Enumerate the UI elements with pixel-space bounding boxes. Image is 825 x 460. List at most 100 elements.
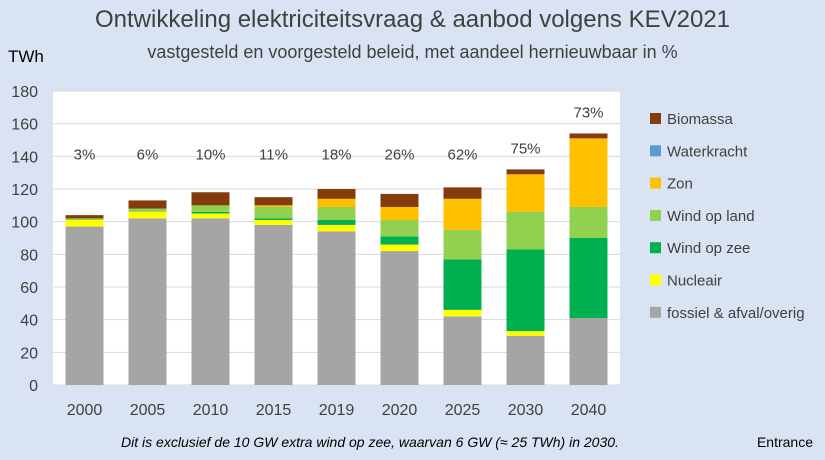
y-tick-label: 20 (20, 345, 38, 362)
bar-segment (128, 208, 167, 212)
legend-label: Waterkracht (667, 143, 748, 160)
bar-segment (569, 206, 608, 238)
bar-segment (443, 229, 482, 260)
bar-segment (317, 198, 356, 207)
bar-segment (317, 206, 356, 221)
y-tick-label: 0 (29, 378, 38, 395)
bars (65, 133, 608, 385)
legend-swatch (650, 145, 661, 157)
bar-segment (65, 218, 104, 221)
x-tick-label: 2005 (130, 402, 166, 419)
bar-segment (443, 309, 482, 317)
share-label: 18% (321, 147, 351, 164)
x-tick-label: 2020 (382, 402, 418, 419)
bar-segment (380, 244, 419, 252)
legend-label: Wind op land (667, 208, 755, 225)
y-tick-label: 180 (11, 84, 38, 101)
chart-title: Ontwikkeling elektriciteitsvraag & aanbo… (94, 6, 731, 33)
bar-segment (65, 215, 104, 219)
bar-segment (506, 249, 545, 332)
y-tick-label: 60 (20, 280, 38, 297)
share-label: 11% (259, 147, 288, 164)
x-tick-label: 2015 (256, 402, 292, 419)
bar-segment (254, 197, 293, 206)
y-axis-unit-label: TWh (8, 47, 44, 66)
bar-segment (317, 189, 356, 199)
bar-segment (254, 206, 293, 219)
bar-segment (569, 133, 608, 139)
x-tick-label: 2030 (508, 402, 544, 419)
y-tick-label: 120 (11, 182, 38, 199)
share-label: 6% (137, 147, 159, 164)
bar-segment (506, 169, 545, 175)
bar-segment (506, 211, 545, 250)
x-tick-label: 2025 (445, 402, 481, 419)
bar-segment (191, 192, 230, 206)
y-tick-label: 100 (11, 215, 38, 232)
x-tick-label: 2019 (319, 402, 355, 419)
bar-segment (317, 231, 356, 385)
bar-segment (191, 218, 230, 385)
bar-segment (443, 259, 482, 310)
bar-segment (569, 318, 608, 385)
bar-segment (443, 198, 482, 230)
legend: Biomassa Waterkracht Zon Wind op land Wind o… (650, 111, 805, 322)
share-label: 75% (510, 140, 540, 157)
y-tick-label: 80 (20, 247, 38, 264)
bar-segment (443, 316, 482, 385)
legend-label: Wind op zee (667, 240, 750, 257)
legend-swatch (650, 274, 661, 286)
x-tick-label: 2040 (571, 402, 607, 419)
x-tick-label: 2010 (193, 402, 229, 419)
bar-segment (380, 193, 419, 207)
legend-label: fossiel & afval/overig (667, 305, 805, 322)
share-label: 10% (195, 147, 225, 164)
x-tick-labels: 2000 2005 2010 2015 2019 2020 2025 2030 2040 (67, 402, 607, 419)
share-label: 62% (447, 147, 477, 164)
bar-segment (569, 138, 608, 207)
y-tick-label: 140 (11, 149, 38, 166)
footnote: Dit is exclusief de 10 GW extra wind op … (121, 434, 619, 450)
bar-segment (254, 224, 293, 385)
bar-segment (128, 200, 167, 209)
renewable-share-labels: 3% 6% 10% 11% 18% 26% 62% 75% 73% (74, 104, 604, 163)
legend-swatch (650, 209, 661, 221)
bar-segment (254, 218, 293, 221)
bar-segment (317, 220, 356, 225)
bar-segment (506, 174, 545, 212)
legend-swatch (650, 242, 661, 254)
bar-segment (569, 238, 608, 319)
legend-label: Nucleair (667, 273, 722, 290)
bar-segment (380, 206, 419, 221)
bar-segment (443, 187, 482, 199)
y-tick-labels: 0 20 40 60 80 100 120 140 160 180 (11, 84, 38, 395)
share-label: 73% (573, 104, 603, 121)
bar-segment (128, 218, 167, 385)
bar-segment (254, 220, 293, 225)
bar-segment (380, 251, 419, 385)
chart-subtitle: vastgesteld en voorgesteld beleid, met a… (147, 42, 678, 62)
y-tick-label: 160 (11, 117, 38, 134)
y-tick-label: 40 (20, 313, 38, 330)
legend-label: Zon (667, 176, 693, 193)
x-tick-label: 2000 (67, 402, 103, 419)
bar-segment (65, 220, 104, 227)
legend-swatch (650, 177, 661, 189)
legend-swatch (650, 306, 661, 318)
bar-segment (254, 205, 293, 207)
bar-segment (506, 331, 545, 336)
legend-label: Biomassa (667, 111, 734, 128)
bar-segment (191, 213, 230, 219)
legend-swatch (650, 113, 661, 124)
bar-segment (380, 220, 419, 237)
bar-segment (65, 226, 104, 385)
bar-segment (380, 236, 419, 245)
share-label: 26% (384, 147, 414, 164)
bar-segment (506, 336, 545, 385)
source-label: Entrance (756, 434, 813, 450)
bar-segment (128, 211, 167, 219)
share-label: 3% (74, 147, 96, 164)
bar-segment (317, 224, 356, 232)
